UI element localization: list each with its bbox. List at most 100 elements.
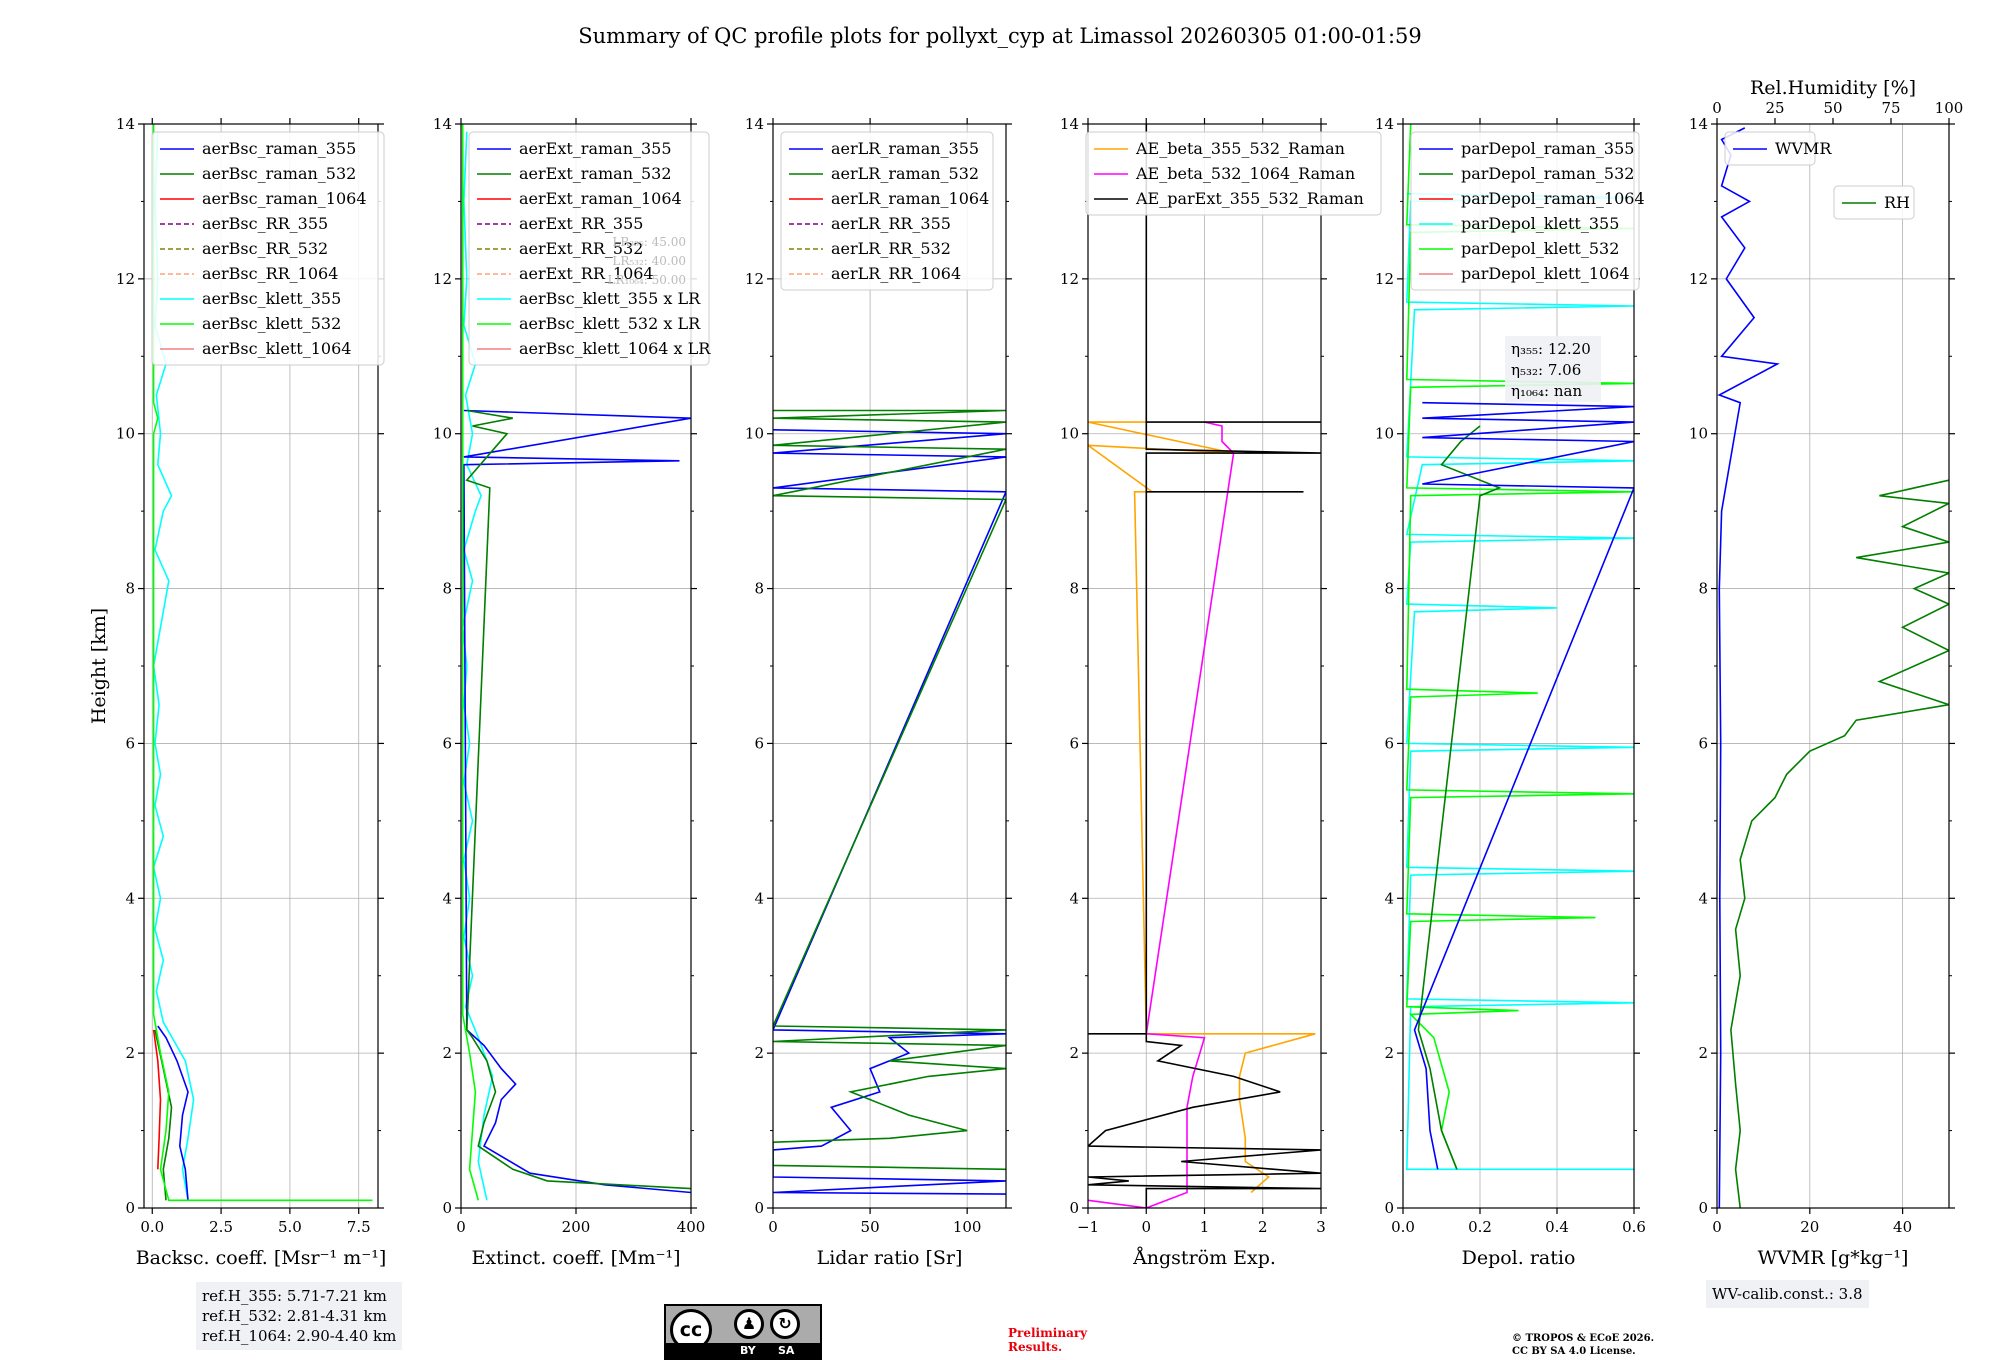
ytick-label: 6 xyxy=(1384,734,1394,752)
xtick-label: 0.4 xyxy=(1545,1218,1569,1236)
series-aerLR_raman_355 xyxy=(773,429,1006,1195)
legend-label: aerLR_RR_1064 xyxy=(831,264,961,283)
x-axis-label: WVMR [g*kg⁻¹] xyxy=(1758,1247,1909,1269)
series-aerBsc_raman_355 xyxy=(157,1025,189,1201)
ytick-label: 10 xyxy=(1689,425,1708,443)
ytick-label: 10 xyxy=(745,425,764,443)
ytick-label: 2 xyxy=(125,1044,135,1062)
ytick-label: 14 xyxy=(433,115,452,133)
series-aerBsc_raman_1064 xyxy=(152,1029,162,1170)
ytick-label: 8 xyxy=(125,580,135,598)
person-icon: ♟ xyxy=(734,1309,764,1339)
legend-label: parDepol_raman_355 xyxy=(1461,139,1634,158)
series-aerBsc_klett_532 x LR xyxy=(461,124,480,1201)
ytick-label: 0 xyxy=(1069,1199,1079,1217)
ytick-label: 12 xyxy=(116,270,135,288)
legend-label: aerExt_RR_355 xyxy=(519,214,643,233)
xtick-label: 20 xyxy=(1800,1218,1819,1236)
top-x-axis-label: Rel.Humidity [%] xyxy=(1750,77,1916,99)
legend-label: parDepol_raman_532 xyxy=(1461,164,1634,183)
xtick-label: 0.2 xyxy=(1468,1218,1492,1236)
panel-lr: 0 2 4 6 8 10 12 14 0 50 100 Lidar ratio [Sr] aerLR_r… xyxy=(745,115,1012,1269)
ytick-label: 14 xyxy=(1060,115,1079,133)
legend-label: AE_beta_355_532_Raman xyxy=(1135,139,1345,158)
legend: aerExt_raman_355 aerExt_raman_532 aerExt_r… xyxy=(468,131,711,366)
legend: parDepol_raman_355 parDepol_raman_532 parD… xyxy=(1410,131,1645,291)
legend-label: aerExt_raman_1064 xyxy=(519,189,682,208)
eta-box: η₃₅₅: 12.20 η₅₃₂: 7.06 η₁₀₆₄: nan xyxy=(1505,336,1601,402)
series-parDepol_klett_532 xyxy=(1405,124,1634,1170)
series-parDepol_raman_355 xyxy=(1413,401,1634,1170)
preliminary-line-2: Results. xyxy=(1008,1340,1063,1354)
ytick-label: 12 xyxy=(1060,270,1079,288)
legend-frame xyxy=(151,131,385,366)
legend-label: aerExt_RR_1064 xyxy=(519,264,654,283)
reference-heights-box: ref.H_355: 5.71-7.21 km ref.H_532: 2.81-… xyxy=(196,1282,403,1350)
xtick-label: 0.6 xyxy=(1622,1218,1646,1236)
eta-label: η₅₃₂: 7.06 xyxy=(1511,361,1581,379)
x-axis-label: Lidar ratio [Sr] xyxy=(817,1247,963,1269)
ytick-label: 12 xyxy=(1689,270,1708,288)
ytick-label: 12 xyxy=(745,270,764,288)
legend-label: aerLR_RR_532 xyxy=(831,239,951,258)
xtick-label: 40 xyxy=(1893,1218,1912,1236)
ytick-label: 6 xyxy=(754,734,764,752)
legend-label: parDepol_raman_1064 xyxy=(1461,189,1645,208)
copyright-line-2: CC BY SA 4.0 License. xyxy=(1512,1346,1636,1357)
ytick-label: 2 xyxy=(754,1044,764,1062)
legend-label: aerBsc_klett_532 xyxy=(202,314,341,333)
xtick-label: 200 xyxy=(562,1218,591,1236)
preliminary-line-1: Preliminary xyxy=(1008,1326,1088,1340)
figure-title: Summary of QC profile plots for pollyxt_… xyxy=(578,24,1422,48)
x-axis-label: Extinct. coeff. [Mm⁻¹] xyxy=(471,1247,680,1269)
cc-license-badge: cc ♟ ↻ BY SA xyxy=(664,1304,822,1360)
ytick-label: 0 xyxy=(754,1199,764,1217)
xtick-label: 5.0 xyxy=(278,1218,302,1236)
legend-label: parDepol_klett_1064 xyxy=(1461,264,1630,283)
legend-label: aerLR_raman_532 xyxy=(831,164,979,183)
legend-label: parDepol_klett_532 xyxy=(1461,239,1619,258)
legend-label: aerExt_raman_532 xyxy=(519,164,672,183)
legend-frame xyxy=(1410,131,1640,291)
panel-depol: 0 2 4 6 8 10 12 14 0.0 0.2 0.4 0.6 Depol. ratio parDe… xyxy=(1375,115,1646,1269)
legend-label: AE_parExt_355_532_Raman xyxy=(1135,189,1364,208)
legend-label: AE_beta_532_1064_Raman xyxy=(1135,164,1355,183)
xtick-label: 0.0 xyxy=(1391,1218,1415,1236)
ytick-label: 6 xyxy=(125,734,135,752)
xtick-label: 0 xyxy=(456,1218,466,1236)
legend-label: aerLR_raman_1064 xyxy=(831,189,989,208)
xtick-label: −1 xyxy=(1077,1218,1099,1236)
ytick-label: 0 xyxy=(442,1199,452,1217)
series-AE_beta_355_532_Raman xyxy=(1088,421,1316,1194)
xtick-label: 50 xyxy=(861,1218,880,1236)
ytick-label: 12 xyxy=(1375,270,1394,288)
series-aerExt_raman_355 xyxy=(463,409,691,1194)
ytick-label: 6 xyxy=(1698,734,1708,752)
legend-label: aerBsc_klett_355 x LR xyxy=(519,289,701,308)
legend-label: aerBsc_raman_355 xyxy=(202,139,356,158)
legend-label: aerBsc_RR_532 xyxy=(202,239,328,258)
ytick-label: 0 xyxy=(125,1199,135,1217)
legend-frame xyxy=(780,131,994,291)
ytick-label: 0 xyxy=(1384,1199,1394,1217)
ytick-label: 0 xyxy=(1698,1199,1708,1217)
ytick-label: 2 xyxy=(1069,1044,1079,1062)
series-aerBsc_klett_532 xyxy=(152,124,373,1202)
series-aerLR_raman_532 xyxy=(773,409,1006,1171)
legend-label: aerLR_RR_355 xyxy=(831,214,951,233)
ytick-label: 2 xyxy=(1698,1044,1708,1062)
legend: AE_beta_355_532_Raman AE_beta_532_1064_Ra… xyxy=(1085,131,1382,216)
lidar-ratio-label: LR₁₀₆₄: 50.00 xyxy=(608,273,686,287)
cc-by-label: BY xyxy=(740,1344,756,1357)
legend-label: WVMR xyxy=(1775,139,1832,158)
ytick-label: 10 xyxy=(433,425,452,443)
legend-label: aerBsc_klett_355 xyxy=(202,289,341,308)
top-xtick-label: 75 xyxy=(1881,99,1900,117)
legend-label: aerExt_raman_355 xyxy=(519,139,672,158)
ytick-label: 14 xyxy=(745,115,764,133)
top-xtick-label: 50 xyxy=(1823,99,1842,117)
eta-box-bg xyxy=(1505,336,1601,402)
